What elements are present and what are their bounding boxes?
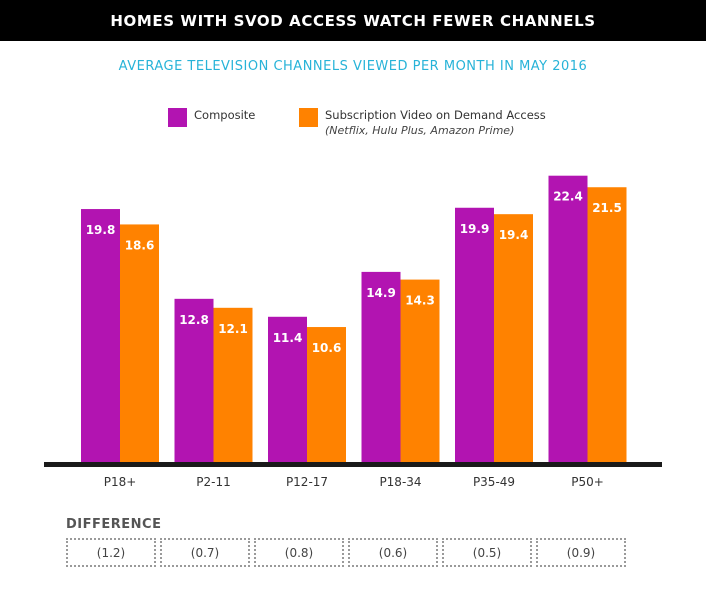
x-tick-label: P12-17 (286, 475, 328, 489)
bar-composite (174, 298, 214, 463)
data-label: 19.8 (86, 223, 116, 237)
legend-swatch-svod (299, 108, 318, 127)
bar-composite (81, 209, 120, 463)
data-label: 19.9 (460, 222, 490, 236)
bar-composite (361, 271, 401, 463)
difference-cell: (1.2) (66, 538, 156, 567)
difference-cell: (0.9) (536, 538, 626, 567)
legend-label-svod: Subscription Video on Demand Access (325, 108, 546, 122)
bar-chart: 19.8 18.6 P18+ 12.8 12.1 P2-11 11.4 10.6 P12-17 1… (44, 175, 662, 489)
data-label: 12.1 (218, 322, 248, 336)
x-tick-label: P2-11 (196, 475, 230, 489)
data-label: 19.4 (499, 228, 529, 242)
bar-composite (455, 207, 494, 463)
bar-svod (587, 187, 627, 463)
data-label: 12.8 (179, 313, 209, 327)
legend-svod: Subscription Video on Demand Access (Net… (299, 108, 546, 138)
data-label: 14.9 (366, 286, 396, 300)
difference-cell: (0.7) (160, 538, 250, 567)
legend-label-composite: Composite (194, 108, 256, 122)
x-tick-label: P35-49 (473, 475, 515, 489)
data-label: 14.3 (405, 294, 435, 308)
bar-svod (213, 307, 253, 463)
bar-svod (307, 327, 346, 463)
legend-composite: Composite (168, 108, 255, 127)
x-tick-label: P18+ (104, 475, 137, 489)
x-tick-label: P50+ (571, 475, 604, 489)
header-title: HOMES WITH SVOD ACCESS WATCH FEWER CHANN… (110, 11, 596, 30)
data-label: 21.5 (592, 201, 622, 215)
bar-svod (400, 279, 440, 463)
bar-svod (120, 224, 159, 463)
difference-label: DIFFERENCE (66, 517, 162, 532)
bar-composite (548, 175, 588, 463)
difference-cell: (0.6) (348, 538, 438, 567)
bar-composite (268, 316, 307, 463)
difference-cell: (0.5) (442, 538, 532, 567)
legend-note-svod: (Netflix, Hulu Plus, Amazon Prime) (325, 124, 515, 137)
difference-cell: (0.8) (254, 538, 344, 567)
data-label: 18.6 (125, 238, 155, 252)
x-tick-label: P18-34 (379, 475, 421, 489)
data-label: 10.6 (312, 341, 342, 355)
data-label: 22.4 (553, 190, 583, 204)
chart-header: HOMES WITH SVOD ACCESS WATCH FEWER CHANN… (0, 0, 706, 41)
x-axis-baseline (44, 462, 662, 467)
bar-svod (494, 214, 533, 463)
data-label: 11.4 (273, 331, 303, 345)
chart-title: AVERAGE TELEVISION CHANNELS VIEWED PER M… (118, 59, 588, 74)
legend-swatch-composite (168, 108, 187, 127)
